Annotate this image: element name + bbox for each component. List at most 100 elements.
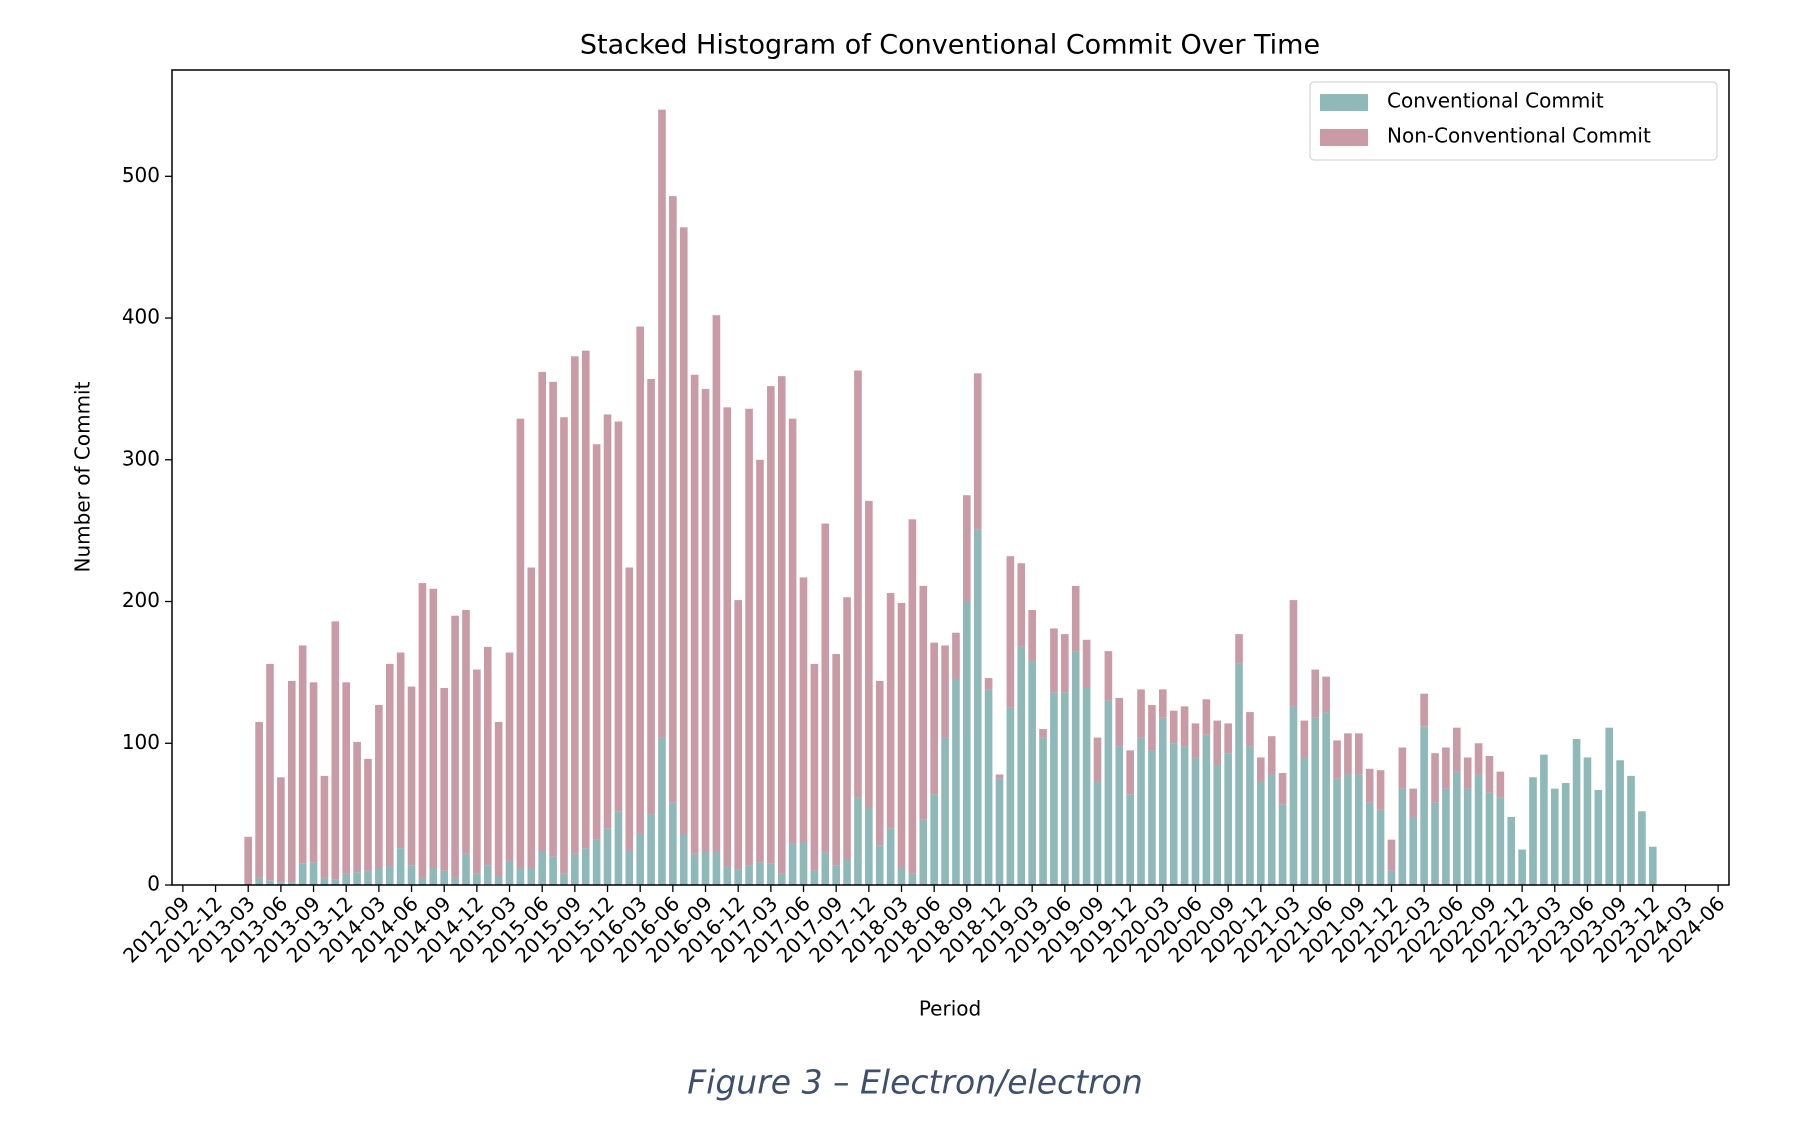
bar-segment [963, 495, 971, 602]
bar-segment [1028, 610, 1036, 662]
bar-segment [930, 794, 938, 885]
bar-segment [1322, 676, 1330, 713]
bar-segment [886, 593, 895, 829]
bar-segment [995, 778, 1004, 885]
bar-segment [451, 877, 459, 885]
bar-segment [1180, 706, 1189, 747]
bar-segment [723, 407, 732, 867]
bar-segment [1354, 733, 1363, 775]
bar-segment [407, 686, 416, 866]
bar-segment [287, 680, 296, 883]
y-tick-label: 200 [122, 588, 160, 612]
legend-label: Conventional Commit [1387, 89, 1604, 113]
bar-segment [603, 414, 612, 829]
bar-segment [1398, 747, 1407, 789]
bar-segment [581, 848, 590, 885]
bar-segment [309, 862, 318, 885]
bar-segment [712, 315, 721, 851]
bar-segment [429, 588, 438, 868]
bar-segment [734, 600, 742, 870]
bar-segment [941, 737, 949, 885]
y-tick-label: 100 [122, 730, 160, 754]
legend-swatch [1320, 129, 1368, 146]
bar-segment [1289, 600, 1298, 707]
bar-segment [1442, 788, 1450, 885]
bar-segment [1137, 737, 1145, 885]
bar-segment [505, 652, 514, 861]
bar-segment [1496, 797, 1505, 885]
bar-segment [505, 860, 514, 885]
bar-segment [1061, 692, 1069, 885]
caption: Figure 3 – Electron/electron [687, 1063, 1143, 1102]
bar-segment [1246, 746, 1254, 885]
bar-segment [854, 370, 862, 798]
bar-segment [1082, 639, 1091, 688]
bar-segment [375, 704, 383, 868]
bar-segment [1235, 663, 1243, 885]
bar-segment [385, 866, 394, 885]
bar-segment [1452, 727, 1461, 772]
bar-segment [1202, 699, 1211, 735]
bar-segment [636, 833, 644, 885]
bar-segment [560, 873, 568, 885]
bar-segment [1518, 849, 1526, 885]
bar-segment [266, 880, 274, 885]
bar-segment [1561, 782, 1570, 885]
bar-segment [1093, 781, 1102, 885]
bar-segment [788, 418, 797, 844]
bar-segment [1627, 775, 1635, 885]
bar-segment [1006, 556, 1015, 708]
bar-segment [1398, 788, 1407, 885]
bar-segment [364, 870, 372, 885]
bar-segment [364, 758, 372, 871]
bar-segment [1137, 689, 1145, 738]
bar-segment [1300, 757, 1309, 885]
bar-segment [1246, 712, 1254, 747]
bar-segment [734, 869, 742, 885]
y-axis-label: Number of Commit [71, 381, 95, 572]
bar-segment [1354, 774, 1363, 885]
bar-segment [777, 873, 786, 885]
bar-segment [418, 583, 427, 878]
bar-segment [865, 808, 873, 885]
bar-segment [799, 842, 808, 885]
bar-segment [777, 376, 786, 874]
bar-segment [1365, 768, 1374, 803]
bar-segment [592, 444, 601, 840]
bar-segment [756, 862, 764, 885]
bar-segment [1409, 816, 1418, 885]
bar-segment [767, 863, 775, 885]
bar-segment [1257, 781, 1265, 885]
bar-segment [527, 867, 536, 885]
bar-segment [1126, 794, 1134, 885]
bar-segment [636, 326, 644, 834]
bar-segment [298, 863, 307, 885]
bar-segment [745, 408, 753, 866]
bar-segment [1224, 753, 1232, 885]
bar-segment [1039, 737, 1047, 885]
bar-segment [712, 850, 721, 885]
bar-segment [571, 356, 579, 854]
bar-segment [320, 877, 329, 885]
bar-segment [1474, 743, 1483, 775]
bar-segment [973, 529, 982, 885]
bar-segment [451, 615, 459, 878]
bar-segment [919, 819, 928, 885]
bar-segment [669, 802, 677, 885]
y-tick-label: 500 [122, 163, 160, 187]
bar-segment [1082, 687, 1091, 885]
bar-segment [647, 814, 655, 885]
bar-segment [832, 653, 840, 866]
bar-segment [1115, 697, 1124, 747]
bar-segment [320, 775, 329, 878]
bar-segment [342, 873, 351, 885]
bar-segment [897, 867, 906, 885]
bar-segment [756, 459, 764, 863]
chart-title: Stacked Histogram of Conventional Commit… [580, 30, 1320, 61]
bar-segment [1333, 778, 1341, 885]
bar-segment [1485, 792, 1494, 885]
bar-segment [1376, 809, 1385, 885]
bar-segment [1442, 747, 1450, 789]
bar-segment [353, 872, 361, 885]
